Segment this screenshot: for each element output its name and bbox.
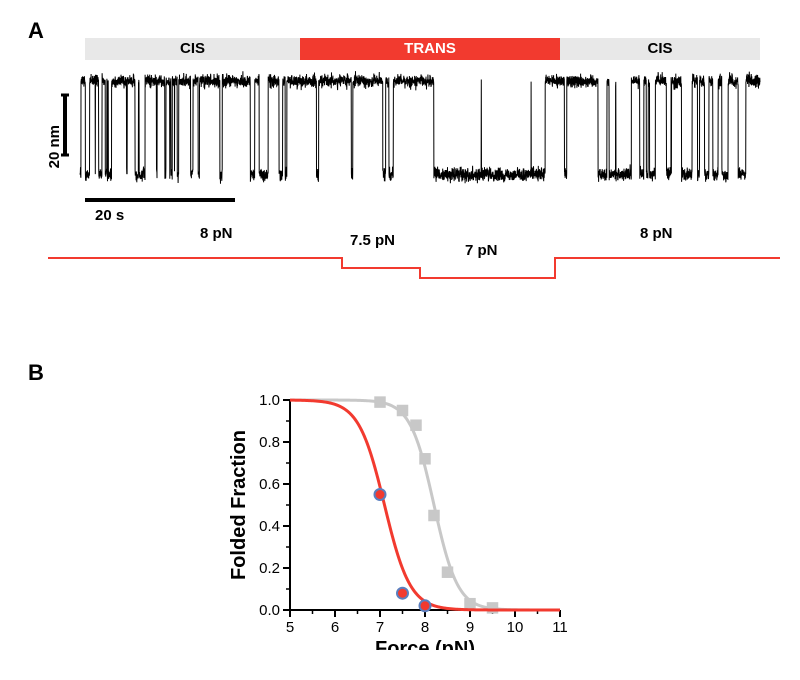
force-label-0: 8 pN (200, 225, 233, 242)
svg-text:7: 7 (376, 619, 384, 636)
y-axis-label: Folded Fraction (230, 430, 250, 580)
svg-text:8: 8 (421, 619, 429, 636)
series-cis-pt-3 (420, 454, 430, 464)
x-axis-label: Force (pN) (375, 638, 475, 650)
series-trans-pt-0 (375, 489, 386, 500)
x-scalebar-label: 20 s (95, 207, 124, 224)
force-label-3: 8 pN (640, 225, 673, 242)
svg-text:0.4: 0.4 (259, 518, 280, 535)
series-cis-pt-5 (443, 567, 453, 577)
svg-text:1.0: 1.0 (259, 392, 280, 409)
series-cis-pt-2 (411, 420, 421, 430)
y-scalebar-label: 20 nm (46, 125, 63, 168)
series-trans-pt-2 (420, 600, 431, 611)
force-line (48, 258, 780, 278)
force-label-1: 7.5 pN (350, 232, 395, 249)
series-trans-curve (290, 400, 560, 610)
svg-text:5: 5 (286, 619, 294, 636)
series-trans-pt-1 (397, 588, 408, 599)
svg-text:10: 10 (507, 619, 524, 636)
svg-text:9: 9 (466, 619, 474, 636)
series-cis-pt-6 (465, 599, 475, 609)
series-cis-pt-0 (375, 397, 385, 407)
svg-text:0.6: 0.6 (259, 476, 280, 493)
svg-text:0.0: 0.0 (259, 602, 280, 619)
trace-signal (80, 71, 760, 184)
svg-text:0.2: 0.2 (259, 560, 280, 577)
panel-b-label: B (28, 360, 44, 386)
svg-text:0.8: 0.8 (259, 434, 280, 451)
force-label-2: 7 pN (465, 242, 498, 259)
panel-b-chart: 5 6 7 8 9 10 11 0.0 0.2 0.4 0.6 0.8 1.0 Force (pN) Fol… (230, 390, 580, 650)
state-bar-trans-1: TRANS (300, 38, 560, 60)
series-cis-curve (290, 400, 560, 610)
svg-text:6: 6 (331, 619, 339, 636)
series-cis-pt-4 (429, 511, 439, 521)
state-bar-cis-0: CIS (85, 38, 300, 60)
state-bar-cis-2: CIS (560, 38, 760, 60)
svg-text:11: 11 (552, 619, 568, 636)
series-cis-pt-1 (398, 406, 408, 416)
